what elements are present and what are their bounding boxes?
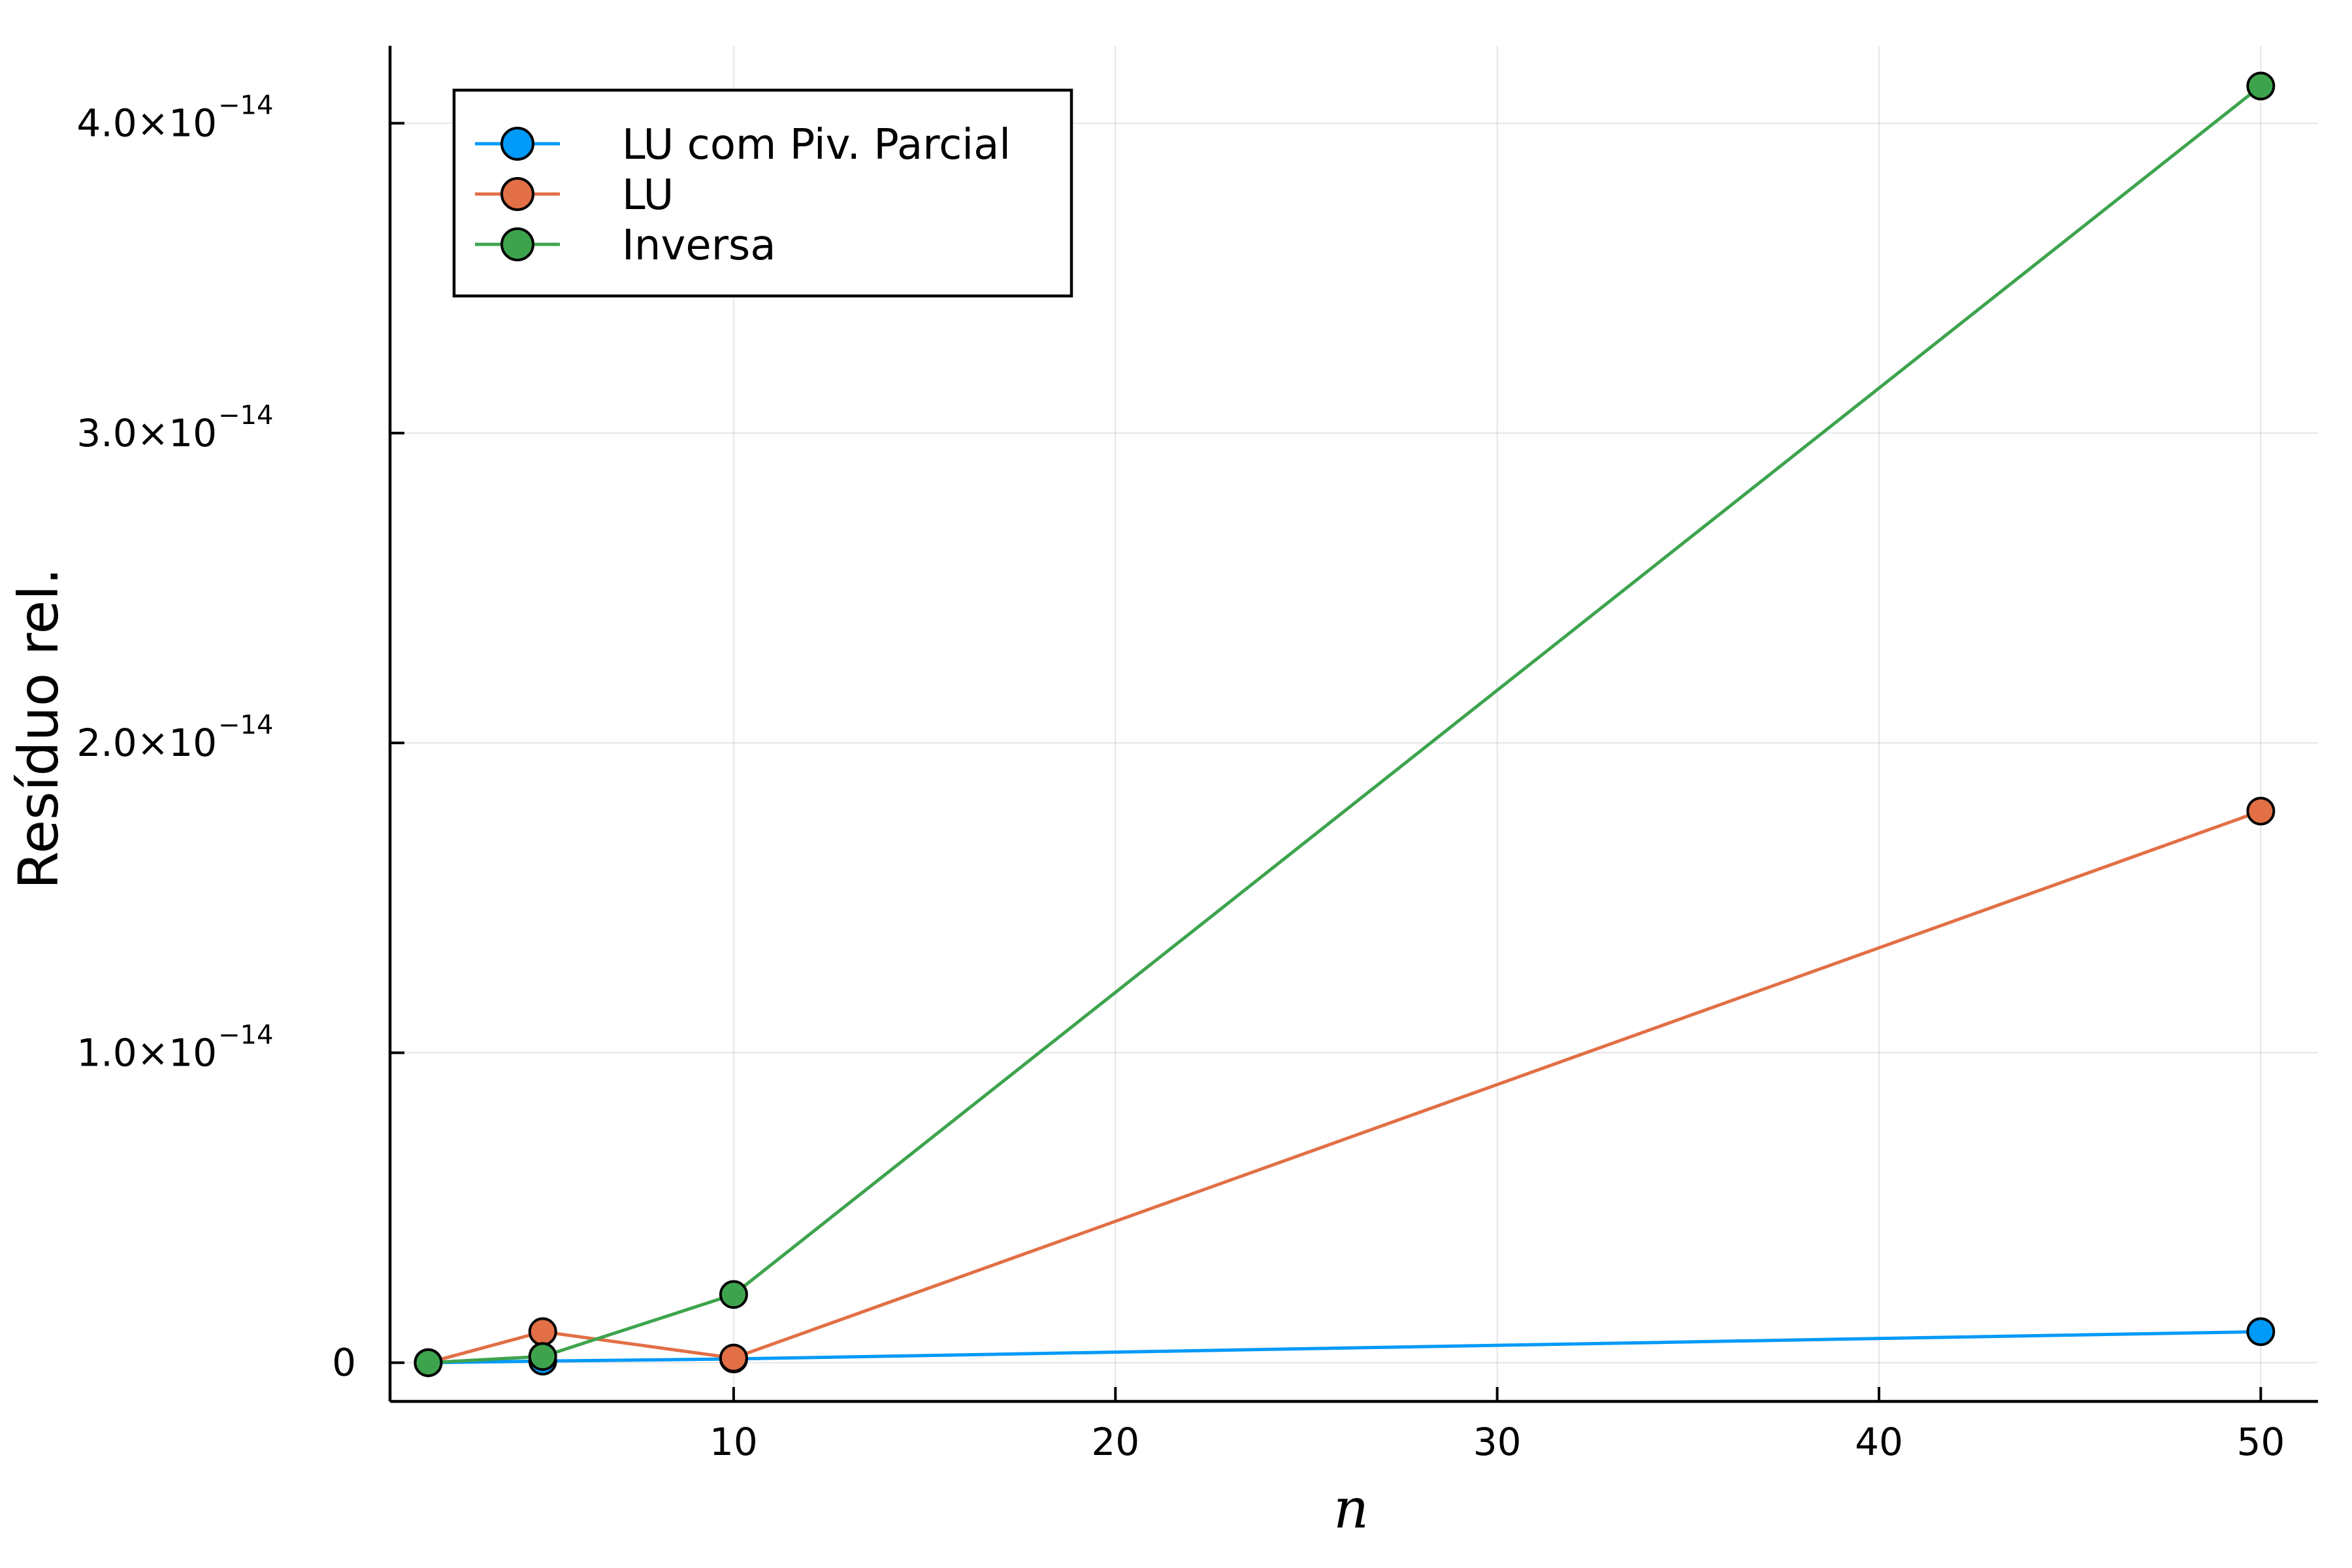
legend-marker-0: [500, 127, 534, 161]
x-tick-label: 40: [1855, 1420, 1903, 1464]
grid-layer: [390, 46, 2318, 1401]
series-1-point: [528, 1317, 557, 1347]
x-tick-label: 30: [1473, 1420, 1522, 1464]
y-tick-exponent: −14: [218, 91, 273, 121]
series-2-point: [414, 1348, 443, 1377]
series-2-point: [719, 1280, 748, 1309]
series-line-1: [427, 809, 2262, 1365]
legend-marker-1: [500, 177, 534, 211]
series-layer: [414, 71, 2276, 1377]
y-tick-label: 1.0×10: [76, 1030, 217, 1075]
series-0-point: [2246, 1317, 2276, 1347]
series-line-2: [428, 84, 2262, 1365]
legend-marker-2: [500, 227, 534, 261]
y-tick-exponent: −14: [218, 400, 273, 431]
y-axis-label: Resíduo rel.: [7, 568, 71, 889]
x-tick-label: 50: [2236, 1420, 2285, 1464]
x-axis-label: n: [1333, 1477, 1369, 1541]
y-tick-exponent: −14: [218, 1020, 273, 1050]
series-2-point: [2246, 71, 2276, 101]
legend-label-0: LU com Piv. Parcial: [622, 121, 1011, 169]
y-tick-label: 0: [332, 1341, 356, 1385]
x-tick-label: 20: [1091, 1420, 1139, 1464]
y-tick-label: 3.0×10: [76, 411, 217, 455]
series-1-point: [719, 1343, 748, 1373]
series-2-point: [528, 1342, 557, 1371]
series-line-0: [428, 1330, 2261, 1365]
y-tick-label: 4.0×10: [76, 101, 217, 146]
legend-label-2: Inversa: [622, 221, 776, 270]
axes-layer: [388, 46, 2318, 1403]
y-tick-exponent: −14: [218, 710, 273, 740]
x-tick-label: 10: [710, 1420, 758, 1464]
series-1-point: [2246, 796, 2276, 826]
legend-label-1: LU: [622, 171, 674, 220]
y-tick-label: 2.0×10: [76, 721, 217, 765]
